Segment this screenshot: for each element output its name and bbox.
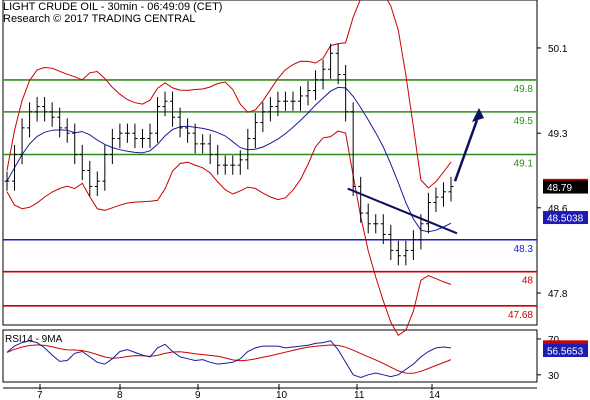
price-box-1 bbox=[543, 180, 588, 194]
forecast-arrow-shaft bbox=[453, 119, 479, 182]
forecast-arrow-head bbox=[472, 108, 484, 123]
x-tick-label-1: 8 bbox=[117, 390, 123, 400]
y-tick-label-3: 47.8 bbox=[548, 289, 568, 300]
price-box-label-1: 48.79 bbox=[547, 183, 572, 194]
rsi-y-tick-label-1: 30 bbox=[548, 371, 560, 382]
x-tick-label-2: 9 bbox=[195, 390, 201, 400]
trend-line bbox=[347, 187, 458, 235]
bollinger-lower-line bbox=[6, 130, 452, 337]
price-box-label-2: 48.5038 bbox=[547, 214, 584, 225]
copyright-text: Research © 2017 TRADING CENTRAL bbox=[3, 13, 196, 25]
rsi-title: RSI14 - 9MA bbox=[5, 334, 63, 345]
rsi-box-1 bbox=[543, 344, 588, 358]
y-tick-label-1: 49.3 bbox=[548, 129, 568, 140]
level-label-5: 47.68 bbox=[508, 310, 533, 321]
x-tick-label-3: 10 bbox=[276, 390, 288, 400]
level-label-0: 49.8 bbox=[514, 84, 534, 95]
price-box-2 bbox=[543, 211, 588, 225]
rsi-box-label-1: 56.5653 bbox=[547, 347, 584, 358]
level-label-2: 49.1 bbox=[514, 159, 534, 170]
level-label-1: 49.5 bbox=[514, 116, 534, 127]
x-tick-label-4: 11 bbox=[354, 390, 365, 400]
main-plot-frame bbox=[2, 0, 538, 326]
bollinger-upper-line bbox=[6, 0, 452, 189]
level-label-3: 48.3 bbox=[514, 244, 534, 255]
x-tick-label-0: 7 bbox=[37, 390, 43, 400]
rsi-plot-frame bbox=[2, 329, 538, 383]
chart-title: LIGHT CRUDE OIL - 30min - 06:49:09 (CET) bbox=[3, 1, 223, 13]
y-tick-label-0: 50.1 bbox=[548, 44, 568, 55]
x-tick-label-5: 14 bbox=[429, 390, 441, 400]
level-label-4: 48 bbox=[522, 276, 534, 287]
moving-average-line bbox=[6, 86, 452, 233]
rsi-line bbox=[6, 340, 452, 379]
rsi-ma-line bbox=[6, 344, 452, 374]
y-tick-label-2: 48.6 bbox=[548, 204, 568, 215]
